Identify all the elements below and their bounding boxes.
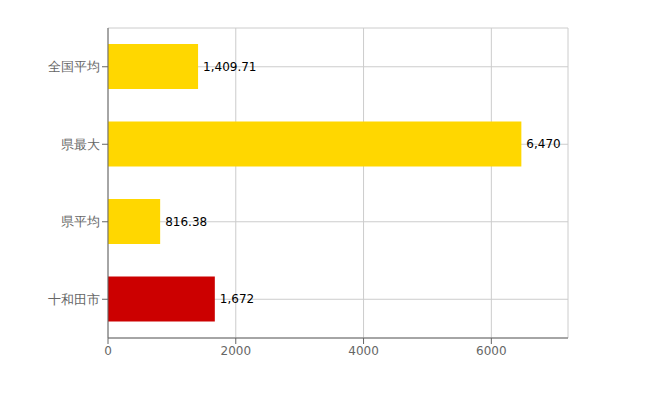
svg-text:6,470: 6,470 (526, 137, 560, 151)
svg-text:0: 0 (104, 344, 112, 358)
svg-text:県平均: 県平均 (61, 214, 100, 229)
svg-text:816.38: 816.38 (165, 215, 207, 229)
svg-text:十和田市: 十和田市 (48, 292, 100, 307)
svg-text:2000: 2000 (221, 344, 252, 358)
svg-text:6000: 6000 (476, 344, 507, 358)
svg-text:1,409.71: 1,409.71 (203, 60, 256, 74)
svg-text:全国平均: 全国平均 (48, 59, 100, 74)
svg-text:県最大: 県最大 (61, 137, 100, 152)
svg-text:4000: 4000 (348, 344, 379, 358)
svg-text:1,672: 1,672 (220, 292, 254, 306)
